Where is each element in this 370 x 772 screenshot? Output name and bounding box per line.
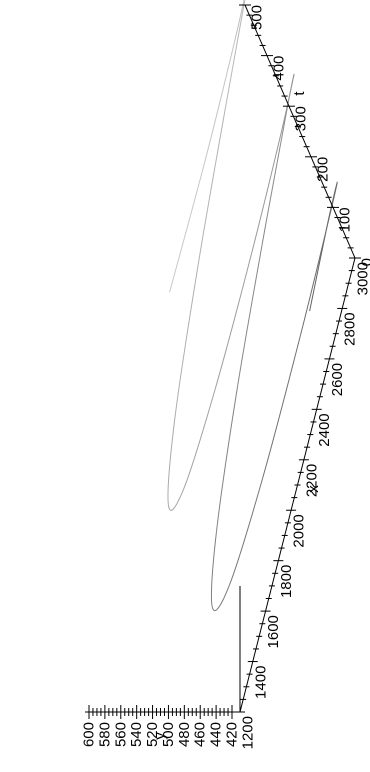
y-tick-label-460: 460: [192, 722, 209, 747]
series-0-segment-2: [327, 181, 338, 222]
axes-layer: 0 100 200 300 400 500 t 1200 1400 1600 1800 2000 220…: [81, 4, 370, 749]
y-tick-label-480: 480: [176, 722, 193, 747]
y-tick-label-560: 560: [112, 722, 129, 747]
series-0-segment-16: [167, 488, 185, 511]
series-0-segment-17: [167, 418, 176, 506]
curve-layer: [167, 0, 338, 612]
series-0-segment-7: [210, 533, 217, 608]
series-0-segment-14: [215, 252, 253, 388]
y-tick-label-500: 500: [160, 722, 177, 747]
series-0-segment-6: [211, 584, 231, 612]
series-0-segment-13: [251, 129, 283, 253]
series-0-segment-3: [299, 220, 329, 336]
series-0-segment-20: [224, 0, 246, 108]
x-tick-label-2200: 2200: [303, 464, 320, 497]
y-tick-label-440: 440: [208, 722, 225, 747]
x-tick-label-2600: 2600: [329, 363, 346, 396]
x-tick-label-2800: 2800: [342, 312, 359, 345]
t-tick-label-200: 200: [315, 157, 332, 182]
series-0-segment-18: [174, 266, 199, 419]
series-0-segment-12: [281, 74, 295, 131]
series-0-segment-8: [215, 387, 238, 534]
x-tick-label-1200: 1200: [240, 716, 257, 749]
t-tick-label-500: 500: [249, 5, 266, 30]
x-tick-label-2400: 2400: [316, 413, 333, 446]
x-tick-label-1800: 1800: [278, 565, 295, 598]
x-axis-label: x: [305, 485, 322, 493]
series-0-segment-24: [169, 162, 206, 293]
series-0-segment-19: [197, 107, 226, 267]
t-axis-line: [244, 4, 356, 259]
y-tick-label-540: 540: [128, 722, 145, 747]
t-tick-label-100: 100: [337, 207, 354, 232]
series-0-segment-22: [234, 0, 245, 42]
y-tick-label-580: 580: [96, 722, 113, 747]
series-0-segment-15: [183, 387, 217, 490]
t-axis-label: t: [291, 91, 308, 96]
series-0-segment-21: [244, 0, 246, 1]
x-tick-label-1600: 1600: [265, 615, 282, 648]
series-0-segment-4: [262, 335, 301, 478]
y-axis-label: y: [152, 732, 169, 740]
series-0-segment-23: [204, 41, 236, 163]
series-0-segment-9: [236, 221, 267, 388]
y-tick-label-600: 600: [81, 722, 98, 747]
t-tick-label-300: 300: [293, 106, 310, 131]
x-tick-label-3000: 3000: [355, 262, 370, 295]
t-tick-label-400: 400: [271, 56, 288, 81]
t-tick-label-0: 0: [359, 258, 370, 266]
y-tick-label-520: 520: [144, 722, 161, 747]
x-tick-label-2000: 2000: [291, 514, 308, 547]
series-0-segment-10: [265, 106, 288, 222]
x-tick-label-1400: 1400: [252, 666, 269, 699]
y-tick-label-420: 420: [224, 722, 241, 747]
series-0-segment-5: [229, 477, 264, 585]
